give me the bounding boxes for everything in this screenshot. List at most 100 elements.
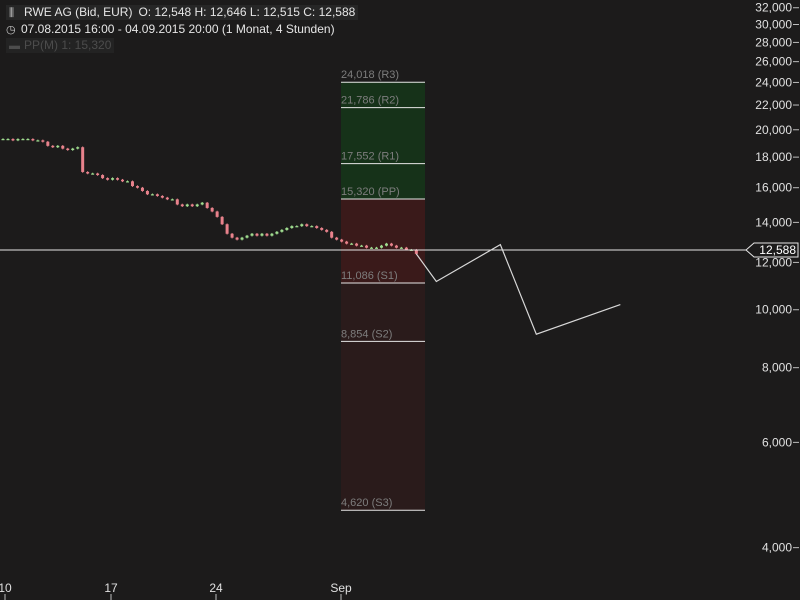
candle-body — [235, 237, 239, 240]
pivot-label: 15,320 (PP) — [341, 186, 400, 198]
last-price-label: 12,588 — [759, 243, 796, 257]
candle-body — [280, 229, 284, 232]
candle-body — [250, 233, 254, 236]
candle-body — [185, 204, 189, 207]
candle-body — [330, 231, 334, 238]
period-text: 07.08.2015 16:00 - 04.09.2015 20:00 (1 M… — [21, 22, 335, 36]
candle-body — [240, 237, 244, 240]
candle-body — [210, 207, 214, 212]
pivot-label: 11,086 (S1) — [341, 270, 398, 282]
candle-body — [295, 226, 299, 228]
candle-body — [56, 145, 60, 148]
candle-body — [140, 187, 144, 191]
period-header: ◷ 07.08.2015 16:00 - 04.09.2015 20:00 (1 … — [6, 22, 335, 37]
candle-body — [335, 237, 339, 240]
candle-body — [101, 175, 105, 179]
candle-body — [300, 224, 304, 227]
y-tick-label: 26,000 — [755, 55, 792, 69]
candle-body — [190, 204, 194, 207]
pp-s1-zone — [341, 198, 425, 283]
candle-body — [370, 247, 374, 249]
x-tick-label: 17 — [104, 581, 118, 595]
candle-body — [116, 178, 120, 180]
y-tick-label: 30,000 — [755, 17, 792, 31]
y-tick-label: 24,000 — [755, 75, 792, 89]
candle-body — [96, 173, 100, 176]
last-price-badge — [745, 242, 799, 258]
candle-body — [130, 181, 134, 187]
candle-body — [1, 139, 5, 141]
y-axis: 4,000 6,000 8,000 10,000 12,000 14,000 16,000 1… — [745, 1, 799, 555]
resistance-zone — [341, 82, 425, 199]
forecast-path — [415, 243, 621, 335]
x-tick-label: 24 — [209, 581, 223, 595]
instrument-header: ⫼ RWE AG (Bid, EUR) O: 12,548 H: 12,646 L:… — [6, 5, 359, 20]
pivot-label: 17,552 (R1) — [341, 151, 399, 163]
candle-body — [106, 178, 110, 180]
clock-icon: ◷ — [6, 24, 16, 36]
candle-body — [360, 245, 364, 247]
candle-body — [389, 243, 393, 246]
candle-body — [91, 173, 95, 175]
candle-body — [16, 139, 20, 141]
candle-body — [285, 228, 289, 230]
candle-body — [165, 197, 169, 200]
candle-body — [225, 224, 229, 234]
candle-body — [205, 202, 209, 208]
candle-body — [310, 226, 314, 228]
candle-body — [26, 139, 30, 141]
candle-body — [230, 233, 234, 238]
candle-body — [220, 216, 224, 225]
candle-body — [325, 229, 329, 232]
candle-body — [145, 190, 149, 195]
candle-body — [86, 171, 90, 174]
candle-body — [51, 145, 55, 148]
candle-body — [399, 247, 403, 249]
candle-body — [121, 179, 125, 182]
y-tick-label: 18,000 — [755, 150, 792, 164]
candle-body — [180, 204, 184, 207]
y-tick-label: 12,000 — [755, 255, 792, 269]
candle-body — [150, 194, 154, 196]
candle-body — [170, 199, 174, 201]
y-tick-label: 28,000 — [755, 35, 792, 49]
candle-body — [215, 211, 219, 217]
candle-body — [355, 243, 359, 246]
candlestick-icon: ⫼ — [9, 7, 15, 19]
candle-body — [61, 145, 65, 149]
candle-body — [350, 243, 354, 245]
ohlc-values: O: 12,548 H: 12,646 L: 12,515 C: 12,588 — [138, 5, 356, 19]
candle-body — [384, 243, 388, 246]
candle-body — [345, 241, 349, 244]
instrument-name: RWE AG (Bid, EUR) — [24, 5, 133, 19]
pivot-label: 8,854 (S2) — [341, 328, 392, 340]
candle-body — [315, 226, 319, 229]
indicator-legend[interactable]: ▬ PP(M) 1: 15,320 — [6, 38, 115, 53]
y-tick-label: 6,000 — [762, 435, 792, 449]
price-lines — [0, 243, 748, 335]
y-tick-label: 4,000 — [762, 541, 792, 555]
candle-body — [111, 178, 115, 180]
candle-body — [41, 140, 45, 142]
indicator-text: PP(M) 1: 15,320 — [24, 38, 112, 52]
candle-body — [160, 195, 164, 198]
candle-body — [265, 233, 269, 236]
pivot-zones: 24,018 (R3) 21,786 (R2) 17,552 (R1) 15,320 … — [341, 69, 425, 511]
candle-body — [46, 141, 50, 146]
candle-body — [36, 140, 40, 142]
candle-body — [255, 233, 259, 236]
candle-body — [320, 228, 324, 230]
candle-body — [6, 139, 10, 141]
candle-body — [11, 139, 15, 141]
y-tick-label: 32,000 — [755, 1, 792, 15]
candle-body — [71, 148, 75, 151]
x-axis: 10 17 24 Sep — [0, 581, 352, 600]
pivot-label: 21,786 (R2) — [341, 95, 399, 107]
candle-body — [379, 245, 383, 248]
pivot-label: 24,018 (R3) — [341, 69, 399, 81]
candle-body — [66, 148, 70, 151]
candle-body — [404, 247, 408, 250]
candle-body — [195, 204, 199, 207]
candle-body — [81, 147, 85, 172]
